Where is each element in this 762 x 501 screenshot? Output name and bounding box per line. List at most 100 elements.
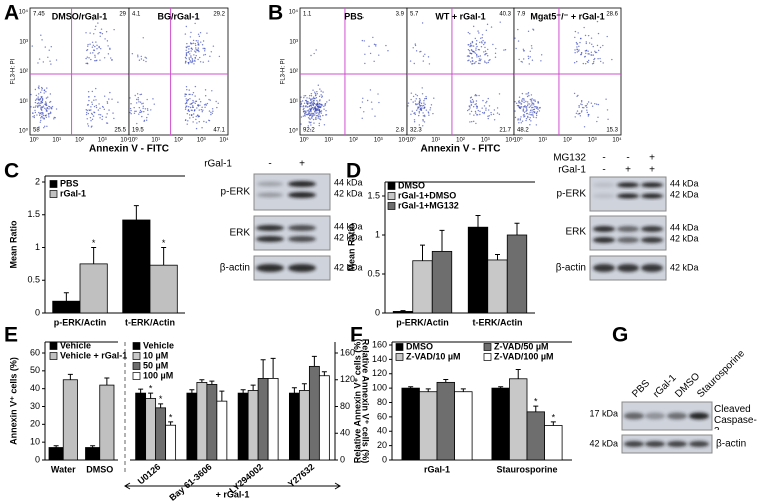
- event-dot: [486, 52, 488, 55]
- event-dot: [468, 55, 470, 58]
- significance-mark: *: [159, 394, 163, 404]
- event-dot: [129, 107, 132, 110]
- y-tick-label: 10¹: [19, 99, 28, 105]
- event-dot: [430, 104, 433, 106]
- blot-band: [593, 264, 615, 272]
- event-dot: [208, 98, 210, 101]
- plot-frame: [128, 7, 229, 136]
- event-dot: [476, 45, 478, 48]
- event-dot: [188, 48, 190, 50]
- event-dot: [218, 55, 221, 58]
- event-dot: [474, 103, 476, 106]
- blot-band: [667, 441, 687, 447]
- blot-membrane: [253, 215, 331, 251]
- event-dot: [196, 122, 198, 124]
- bar: [436, 381, 455, 461]
- event-dot: [137, 99, 140, 101]
- event-dot: [532, 106, 534, 109]
- event-dot: [204, 53, 207, 56]
- event-dot: [186, 105, 188, 107]
- x-tick-label: 10¹: [324, 138, 333, 144]
- event-dot: [195, 118, 197, 121]
- row-label: β-actin: [220, 263, 250, 274]
- event-dot: [578, 49, 580, 51]
- legend-label: Z-VAD/100 µM: [494, 351, 554, 361]
- event-dot: [587, 59, 590, 62]
- event-dot: [527, 30, 530, 33]
- event-dot: [475, 112, 477, 114]
- event-dot: [606, 35, 608, 38]
- event-dot: [188, 89, 190, 91]
- y-axis-label: Relative Annexin V⁺ cells (%): [361, 339, 371, 463]
- event-dot: [526, 109, 528, 111]
- event-dot: [309, 104, 312, 107]
- blot-band: [593, 237, 615, 243]
- event-dot: [190, 47, 193, 49]
- event-dot: [189, 60, 192, 62]
- event-dot: [309, 94, 311, 97]
- event-dot: [93, 33, 95, 35]
- event-dot: [316, 109, 318, 111]
- event-dot: [314, 92, 317, 95]
- event-dot: [471, 45, 473, 47]
- event-dot: [94, 95, 96, 98]
- y-tick-label: 0: [35, 454, 40, 464]
- event-dot: [587, 34, 590, 37]
- event-dot: [415, 98, 417, 100]
- event-dot: [34, 88, 37, 91]
- x-tick-label: 10³: [481, 138, 490, 144]
- event-dot: [189, 42, 192, 44]
- quadrant-value: 48.2: [517, 128, 529, 134]
- event-dot: [519, 107, 522, 109]
- event-dot: [202, 40, 205, 42]
- event-dot: [90, 120, 92, 122]
- event-dot: [314, 106, 316, 108]
- event-dot: [472, 106, 475, 108]
- event-dot: [588, 42, 591, 44]
- event-dot: [483, 105, 486, 107]
- y-tick-label: 10: [30, 437, 40, 447]
- event-dot: [192, 42, 195, 45]
- event-dot: [45, 90, 47, 93]
- event-dot: [532, 116, 535, 118]
- event-dot: [534, 106, 536, 108]
- event-dot: [317, 115, 320, 118]
- event-dot: [419, 101, 421, 104]
- event-dot: [414, 43, 416, 45]
- error-bar: [148, 392, 154, 399]
- event-dot: [217, 102, 219, 105]
- group-label: + rGal-1: [216, 489, 250, 499]
- event-dot: [316, 103, 318, 106]
- event-dot: [308, 111, 311, 113]
- event-dot: [587, 50, 589, 52]
- event-dot: [201, 127, 203, 129]
- event-dot: [192, 121, 194, 123]
- event-dot: [479, 110, 481, 113]
- event-dot: [194, 102, 196, 105]
- event-dot: [191, 93, 194, 96]
- event-dot: [55, 108, 58, 110]
- event-dot: [137, 56, 139, 58]
- event-dot: [580, 37, 582, 40]
- event-dot: [199, 32, 202, 34]
- event-dot: [595, 103, 598, 105]
- event-dot: [422, 60, 424, 62]
- event-dot: [300, 101, 302, 103]
- blot-band: [624, 412, 644, 420]
- event-dot: [86, 104, 89, 106]
- event-dot: [36, 102, 39, 105]
- event-dot: [597, 32, 600, 35]
- event-dot: [470, 42, 472, 45]
- event-dot: [421, 107, 423, 109]
- event-dot: [139, 101, 142, 103]
- event-dot: [91, 101, 93, 103]
- event-dot: [185, 57, 187, 60]
- event-dot: [467, 48, 470, 51]
- event-dot: [469, 107, 471, 109]
- event-dot: [40, 111, 42, 114]
- event-dot: [313, 107, 315, 110]
- quadrant-value: 28.6: [606, 12, 618, 18]
- event-dot: [317, 84, 320, 86]
- event-dot: [523, 50, 525, 52]
- event-dot: [310, 95, 313, 97]
